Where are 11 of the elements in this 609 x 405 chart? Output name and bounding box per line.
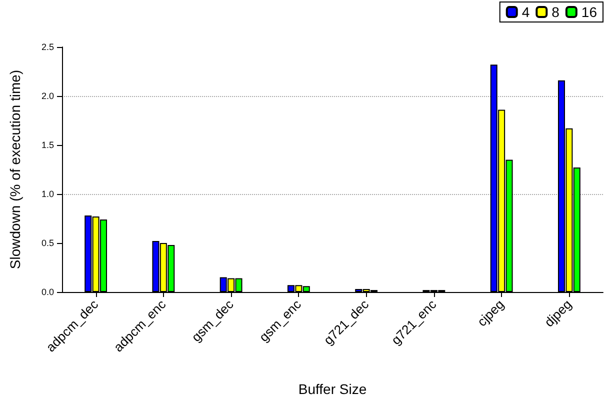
y-axis-title: Slowdown (% of execution time): [7, 70, 23, 270]
y-tick-label: 0.5: [41, 238, 54, 248]
y-tick-label: 1.5: [41, 140, 54, 150]
x-axis-title: Buffer Size: [298, 381, 367, 397]
y-tick-label: 1.0: [41, 189, 54, 199]
y-tick-label: 2.0: [41, 91, 54, 101]
legend-label: 8: [552, 4, 560, 20]
y-tick-label: 2.5: [41, 42, 54, 52]
y-tick-label: 0.0: [41, 287, 54, 297]
legend-label: 16: [581, 4, 598, 20]
legend-label: 4: [522, 4, 530, 20]
